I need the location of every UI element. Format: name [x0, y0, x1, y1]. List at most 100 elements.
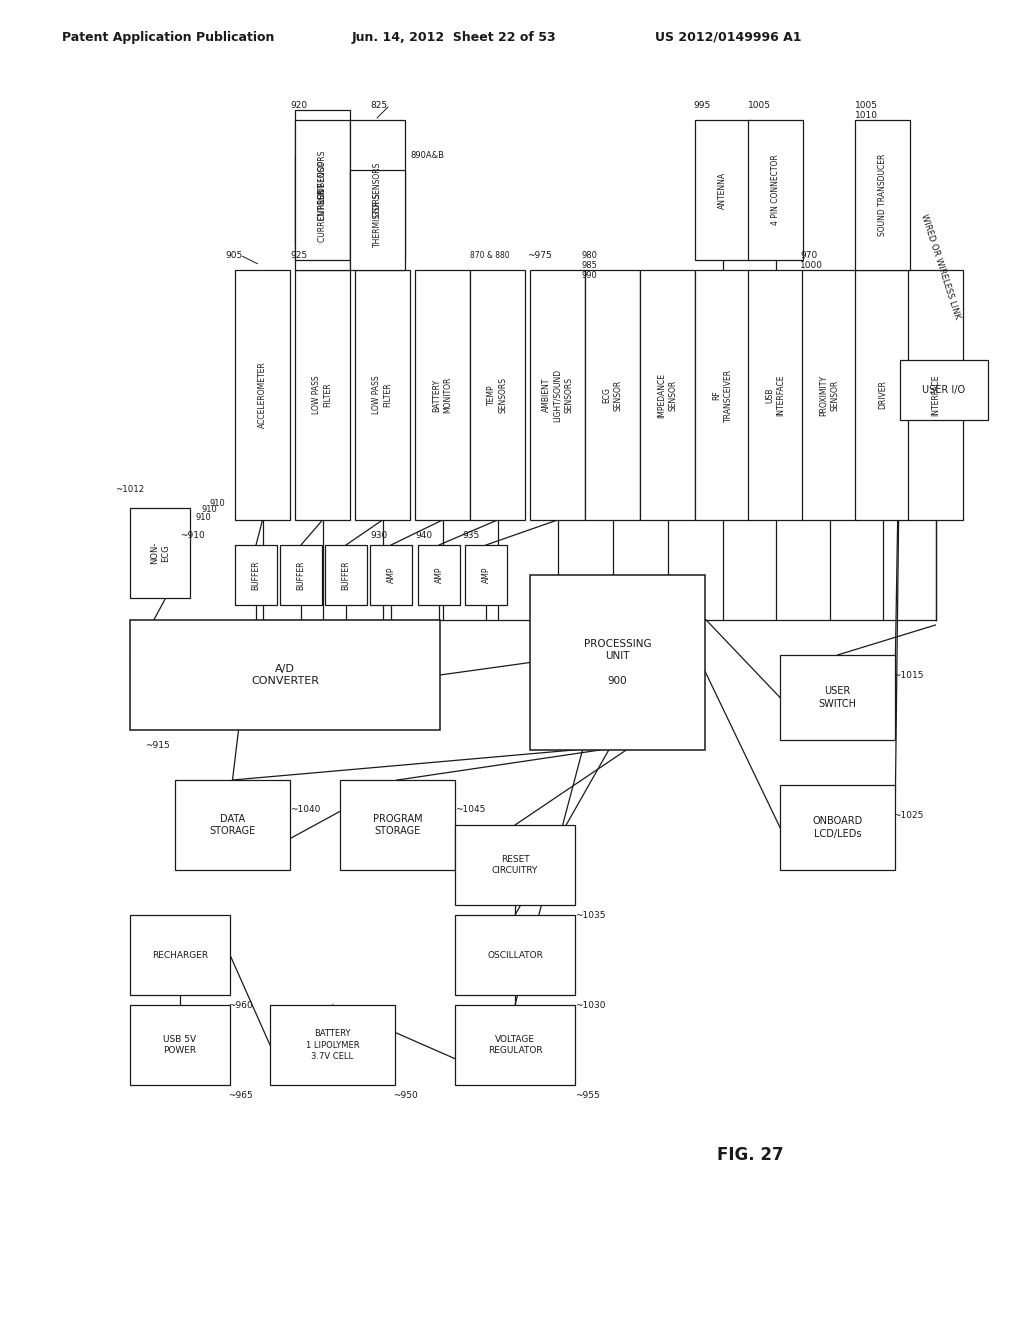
Text: 910: 910: [202, 506, 218, 515]
Bar: [470, 271, 525, 520]
Text: LOW PASS
FILTER: LOW PASS FILTER: [373, 376, 392, 414]
Text: 940: 940: [415, 531, 432, 540]
Bar: [802, 271, 857, 520]
Text: 930: 930: [370, 531, 387, 540]
Text: BATTERY
MONITOR: BATTERY MONITOR: [432, 376, 453, 413]
Text: PROGRAM
STORAGE: PROGRAM STORAGE: [373, 814, 422, 836]
Text: ~910: ~910: [180, 531, 205, 540]
Text: FIG. 27: FIG. 27: [717, 1146, 783, 1164]
Text: ONBOARD
LCD/LEDs: ONBOARD LCD/LEDs: [812, 816, 862, 838]
Bar: [370, 545, 412, 605]
Text: NON-
ECG: NON- ECG: [150, 541, 170, 564]
Text: GSR SENSORS: GSR SENSORS: [318, 150, 327, 205]
Text: GSR SENSORS: GSR SENSORS: [373, 162, 382, 218]
Text: BATTERY
1 LIPOLYMER
3.7V CELL: BATTERY 1 LIPOLYMER 3.7V CELL: [306, 1030, 359, 1060]
Bar: [270, 1005, 395, 1085]
Text: ~965: ~965: [228, 1090, 253, 1100]
Bar: [900, 360, 988, 420]
Bar: [640, 271, 695, 520]
Bar: [780, 785, 895, 870]
Bar: [455, 915, 575, 995]
Text: 910: 910: [209, 499, 224, 507]
Text: A/D
CONVERTER: A/D CONVERTER: [251, 664, 319, 686]
Bar: [855, 120, 910, 271]
Bar: [175, 780, 290, 870]
Text: 4 PIN CONNECTOR: 4 PIN CONNECTOR: [771, 154, 780, 226]
Bar: [455, 1005, 575, 1085]
Text: 995: 995: [693, 100, 711, 110]
Bar: [455, 825, 575, 906]
Text: ~1030: ~1030: [575, 1001, 605, 1010]
Text: AMBIENT
LIGHT/SOUND
SENSORS: AMBIENT LIGHT/SOUND SENSORS: [542, 368, 573, 421]
Text: LOW PASS
FILTER: LOW PASS FILTER: [312, 376, 333, 414]
Text: 935: 935: [462, 531, 479, 540]
Bar: [780, 655, 895, 741]
Bar: [355, 271, 410, 520]
Text: CURRENT LOOP: CURRENT LOOP: [318, 182, 327, 242]
Text: ~1015: ~1015: [893, 671, 924, 680]
Bar: [350, 170, 406, 271]
Text: ANTENNA: ANTENNA: [718, 172, 727, 209]
Bar: [234, 271, 290, 520]
Bar: [295, 154, 350, 271]
Text: IMPEDANCE
SENSOR: IMPEDANCE SENSOR: [657, 372, 678, 417]
Text: Jun. 14, 2012  Sheet 22 of 53: Jun. 14, 2012 Sheet 22 of 53: [352, 30, 557, 44]
Text: 1005: 1005: [748, 100, 771, 110]
Text: DRIVER: DRIVER: [878, 380, 887, 409]
Text: DATA
STORAGE: DATA STORAGE: [209, 814, 256, 836]
Bar: [465, 545, 507, 605]
Text: ~1012: ~1012: [115, 486, 144, 495]
Text: TEMP
SENSORS: TEMP SENSORS: [487, 378, 508, 413]
Bar: [530, 271, 585, 520]
Text: USB 5V
POWER: USB 5V POWER: [164, 1035, 197, 1055]
Text: INTERFACE: INTERFACE: [931, 375, 940, 416]
Bar: [695, 271, 750, 520]
Text: ~1035: ~1035: [575, 911, 605, 920]
Text: 1000: 1000: [800, 260, 823, 269]
Text: CURRENT LOOP: CURRENT LOOP: [318, 160, 327, 219]
Bar: [295, 120, 350, 260]
Text: 910: 910: [195, 512, 211, 521]
Bar: [908, 271, 963, 520]
Text: 925: 925: [290, 251, 307, 260]
Text: VOLTAGE
REGULATOR: VOLTAGE REGULATOR: [487, 1035, 543, 1055]
Bar: [748, 271, 803, 520]
Bar: [130, 1005, 230, 1085]
Text: ~960: ~960: [228, 1001, 253, 1010]
Text: 1005: 1005: [855, 100, 878, 110]
Text: ~975: ~975: [527, 251, 552, 260]
Bar: [280, 545, 322, 605]
Text: BUFFER: BUFFER: [252, 560, 260, 590]
Text: ~950: ~950: [393, 1090, 418, 1100]
Text: AMP: AMP: [434, 566, 443, 583]
Text: USB
INTERFACE: USB INTERFACE: [766, 375, 785, 416]
Text: PROXIMITY
SENSOR: PROXIMITY SENSOR: [819, 375, 840, 416]
Text: 1010: 1010: [855, 111, 878, 120]
Text: USER
SWITCH: USER SWITCH: [818, 686, 856, 709]
Text: 870 & 880: 870 & 880: [470, 251, 510, 260]
Text: BUFFER: BUFFER: [297, 560, 305, 590]
Bar: [295, 110, 350, 246]
Bar: [130, 508, 190, 598]
Text: ~1040: ~1040: [290, 805, 321, 814]
Text: 970: 970: [800, 251, 817, 260]
Text: US 2012/0149996 A1: US 2012/0149996 A1: [655, 30, 802, 44]
Bar: [855, 271, 910, 520]
Text: 905: 905: [225, 251, 243, 260]
Text: ~915: ~915: [145, 741, 170, 750]
Text: 990: 990: [582, 271, 598, 280]
Text: THERMISTORS: THERMISTORS: [373, 193, 382, 247]
Text: USER I/O: USER I/O: [923, 385, 966, 395]
Text: OSCILLATOR: OSCILLATOR: [487, 950, 543, 960]
Text: RECHARGER: RECHARGER: [152, 950, 208, 960]
Text: ~955: ~955: [575, 1090, 600, 1100]
Text: WIRED OR WIRELESS LINK: WIRED OR WIRELESS LINK: [919, 213, 962, 319]
Text: 825: 825: [370, 100, 387, 110]
Bar: [295, 271, 350, 520]
Text: ECG
SENSOR: ECG SENSOR: [602, 379, 623, 411]
Text: BUFFER: BUFFER: [341, 560, 350, 590]
Bar: [325, 545, 367, 605]
Text: ACCELEROMETER: ACCELEROMETER: [258, 362, 267, 429]
Text: SOUND TRANSDUCER: SOUND TRANSDUCER: [878, 154, 887, 236]
Text: 920: 920: [290, 100, 307, 110]
